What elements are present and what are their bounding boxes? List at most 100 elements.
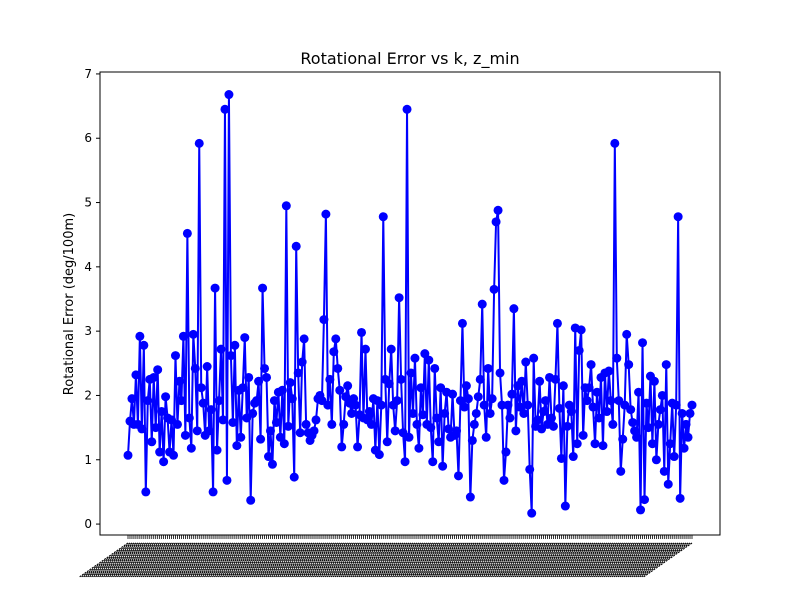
data-point [505,413,515,423]
x-tick-label [567,542,618,578]
x-tick-label [296,542,346,578]
data-point [550,374,560,384]
data-point [159,457,169,467]
data-point [364,407,374,417]
x-tick-label [302,542,352,578]
x-tick-label [141,542,192,578]
data-point [517,376,527,386]
x-tick-label [418,542,469,578]
x-tick-label-band [78,542,693,578]
data-point [139,340,149,350]
x-tick-label [191,542,242,578]
data-point [188,329,198,339]
data-point [632,432,642,442]
x-tick-label [488,542,538,578]
x-tick-label [100,542,151,578]
data-point [444,424,454,434]
x-tick-label [638,542,689,578]
x-tick-label [515,542,566,578]
x-tick-label [135,542,186,578]
x-tick-label [355,542,406,578]
x-tick-label [468,542,519,578]
x-tick-label [407,542,457,578]
data-point [675,493,685,503]
data-point [277,385,287,395]
x-tick-label [630,542,681,578]
data-point [147,437,157,447]
data-point [244,372,254,382]
x-tick-label [519,542,570,578]
x-tick-label [460,542,511,578]
x-tick-label [294,542,345,578]
data-point [477,299,487,309]
x-tick-label [569,542,620,578]
data-point [481,432,491,442]
x-tick-label [472,542,523,578]
x-tick-label [391,542,441,578]
data-point [665,439,675,449]
x-tick-label [268,542,319,578]
data-point [202,362,212,372]
data-point [604,366,614,376]
x-tick-label [126,542,176,578]
x-tick-label [219,542,269,578]
x-tick-label [456,542,507,578]
x-tick-label [502,542,552,578]
data-point [608,419,618,429]
x-tick-label [351,542,402,578]
data-point [594,413,604,423]
y-tick-label: 4 [84,260,92,274]
data-point [529,353,539,363]
x-tick-label [349,542,400,578]
data-point [283,421,293,431]
x-axis [78,535,693,578]
x-tick-label [280,542,331,578]
data-point [392,396,402,406]
x-tick-label [112,542,162,578]
x-tick-label [151,542,202,578]
x-tick-label [626,542,677,578]
x-tick-label [470,542,521,578]
x-tick-label [272,542,323,578]
x-tick-label [248,542,299,578]
data-point [582,396,592,406]
data-point [341,392,351,402]
x-tick-label [565,542,616,578]
data-point [333,363,343,373]
x-tick-label [577,542,628,578]
x-tick-label [602,542,653,578]
x-tick-label [628,542,679,578]
x-tick-label [341,542,392,578]
x-tick-label [211,542,261,578]
data-point [295,428,305,438]
x-tick-label [361,542,412,578]
x-tick-label [327,542,378,578]
x-tick-label [201,542,252,578]
data-point [438,461,448,471]
data-point [525,464,535,474]
x-tick-label [464,542,515,578]
x-tick-label [458,542,509,578]
x-tick-label [482,542,533,578]
x-tick-label [416,542,467,578]
x-tick-label [616,542,667,578]
plot-frame [99,71,721,536]
x-tick-label [264,542,315,578]
x-tick-label [169,542,220,578]
x-tick-label [333,542,384,578]
x-tick-label [385,542,436,578]
x-tick-label [312,542,362,578]
x-tick-label [217,542,267,578]
data-point [327,419,337,429]
data-point [410,353,420,363]
x-tick-label [323,542,374,578]
x-tick-label [310,542,360,578]
x-tick-label [410,542,461,578]
x-tick-label [371,542,422,578]
x-tick-label [314,542,364,578]
x-tick-label [375,542,426,578]
data-point [515,402,525,412]
x-tick-label [434,542,485,578]
x-tick-label [82,542,133,578]
x-tick-label [129,542,180,578]
